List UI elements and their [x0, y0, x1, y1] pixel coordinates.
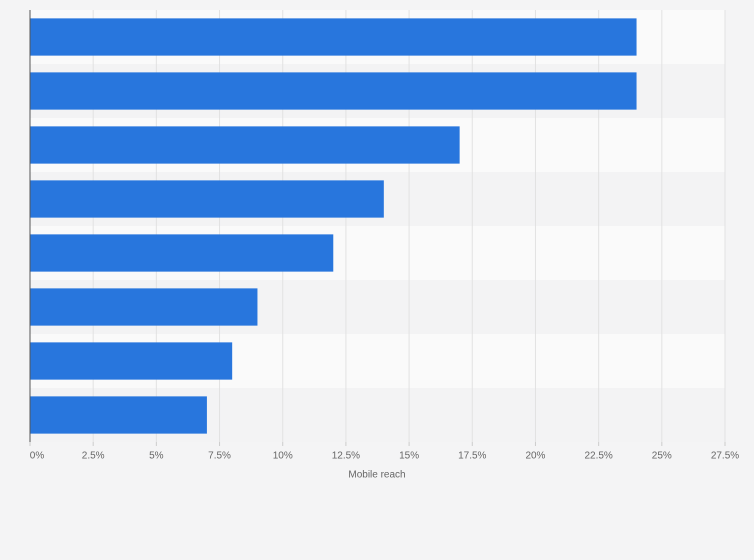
- bar: [30, 342, 233, 380]
- x-tick-label: 25%: [652, 451, 672, 462]
- x-tick-label: 0%: [30, 451, 45, 462]
- x-tick-label: 22.5%: [584, 451, 612, 462]
- bar: [30, 18, 637, 56]
- x-tick-label: 10%: [273, 451, 293, 462]
- bar: [30, 288, 258, 326]
- bar: [30, 72, 637, 110]
- x-tick-label: 7.5%: [208, 451, 231, 462]
- x-tick-label: 27.5%: [711, 451, 739, 462]
- x-tick-label: 20%: [525, 451, 545, 462]
- x-tick-label: 12.5%: [332, 451, 360, 462]
- x-tick-label: 15%: [399, 451, 419, 462]
- bar: [30, 234, 334, 272]
- bar: [30, 396, 207, 434]
- x-tick-label: 5%: [149, 451, 164, 462]
- x-axis-label: Mobile reach: [348, 470, 405, 481]
- x-tick-label: 17.5%: [458, 451, 486, 462]
- bar: [30, 126, 460, 164]
- x-tick-label: 2.5%: [82, 451, 105, 462]
- bar: [30, 180, 384, 218]
